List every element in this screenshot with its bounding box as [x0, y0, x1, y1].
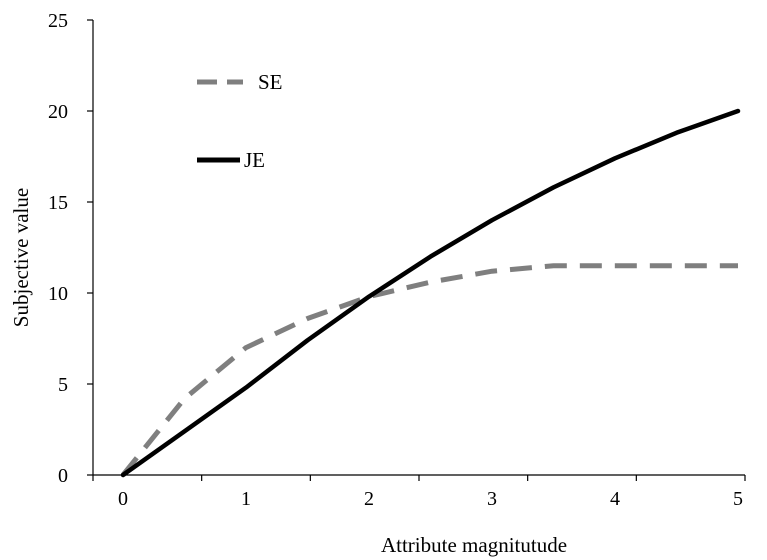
x-axis-title: Attribute magnitutude [381, 533, 567, 557]
series-lines [120, 108, 741, 478]
x-tick-label: 3 [487, 488, 497, 510]
y-axis-title: Subjective value [9, 188, 33, 327]
axes [92, 20, 745, 476]
y-tick-label: 10 [48, 283, 68, 305]
legend-label-je: JE [244, 148, 265, 172]
y-ticks: 0 5 10 15 20 25 [48, 10, 93, 487]
x-tick-label: 4 [610, 488, 620, 510]
x-tick-label: 1 [241, 488, 251, 510]
y-tick-label: 20 [48, 101, 68, 123]
legend-label-se: SE [258, 70, 283, 94]
y-tick-label: 0 [58, 465, 68, 487]
y-tick-label: 15 [48, 192, 68, 214]
legend: SE JE [197, 70, 283, 172]
series-line-se [121, 263, 738, 477]
y-tick-label: 25 [48, 10, 68, 32]
y-tick-label: 5 [58, 374, 68, 396]
x-tick-label: 2 [364, 488, 374, 510]
series-line-je [120, 108, 741, 478]
x-ticks: 0 1 2 3 4 5 [92, 475, 746, 510]
x-tick-label: 0 [118, 488, 128, 510]
x-tick-label: 5 [733, 488, 743, 510]
